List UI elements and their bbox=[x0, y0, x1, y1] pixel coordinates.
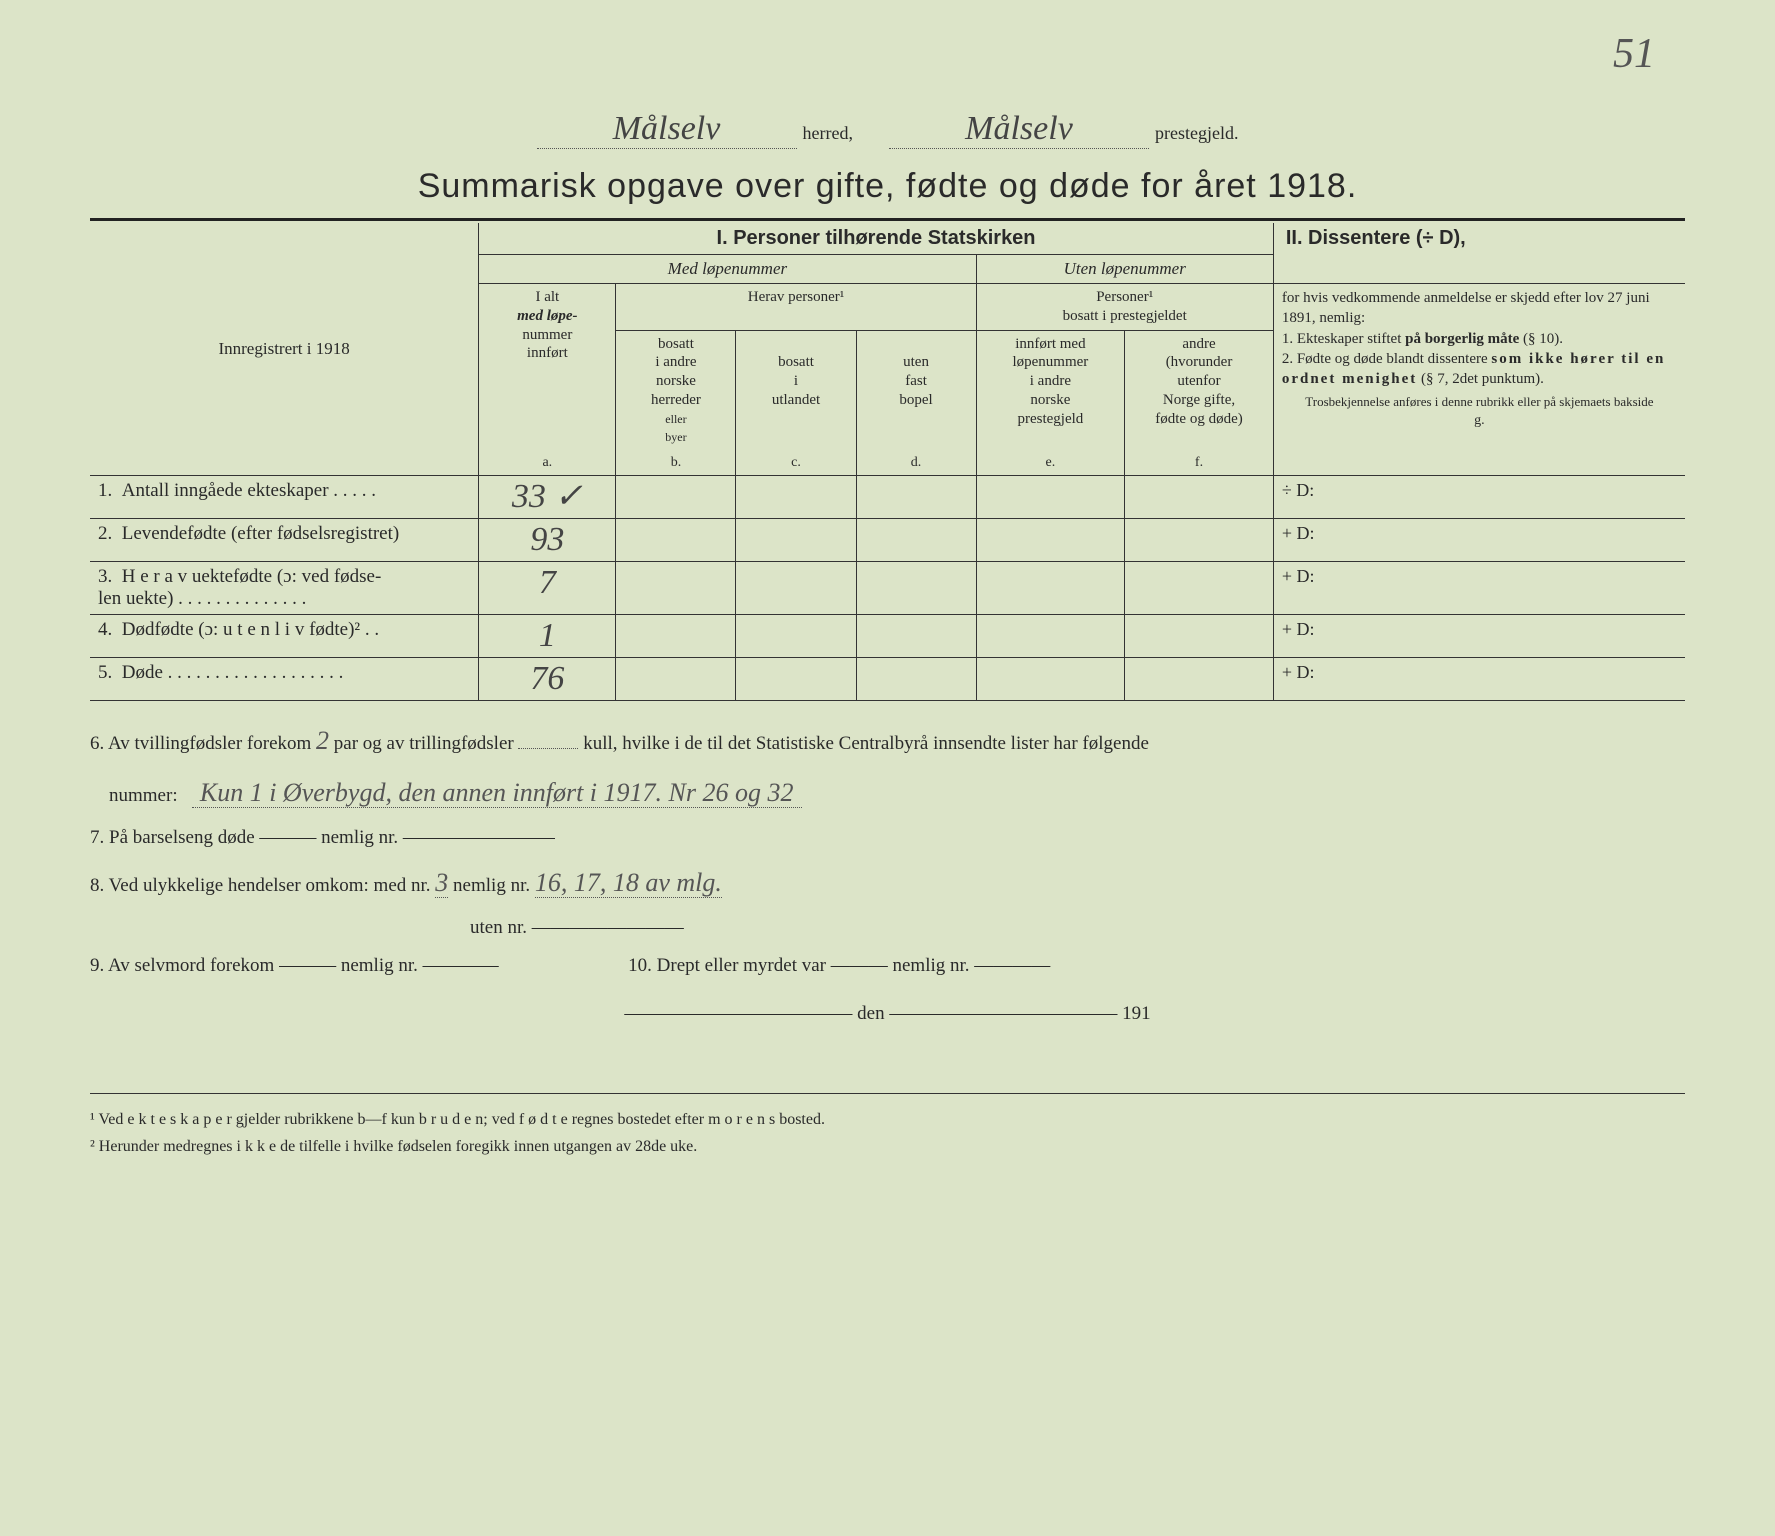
uten-lope: Uten løpenummer bbox=[976, 255, 1273, 284]
letter-e: e. bbox=[976, 451, 1125, 476]
letter-f: f. bbox=[1125, 451, 1274, 476]
personer-bosatt: Personer¹ bosatt i prestegjeldet bbox=[976, 284, 1273, 331]
val-a: 7 bbox=[479, 562, 616, 615]
notes-block: 6. Av tvillingfødsler forekom 2 par og a… bbox=[90, 715, 1685, 1033]
table-row: 4. Dødfødte (ɔ: u t e n l i v fødte)² . … bbox=[90, 615, 1685, 658]
table-row: 1. Antall inngåede ekteskaper . . . . . … bbox=[90, 476, 1685, 519]
table-row: 5. Døde . . . . . . . . . . . . . . . . … bbox=[90, 658, 1685, 701]
med-lope: Med løpenummer bbox=[479, 255, 976, 284]
line-9-10: 9. Av selvmord forekom ——— nemlig nr. ——… bbox=[90, 947, 1685, 985]
footnote-2: ² Herunder medregnes i k k e de tilfelle… bbox=[90, 1133, 1685, 1160]
letter-d: d. bbox=[856, 451, 976, 476]
line-7: 7. På barselseng døde ——— nemlig nr. ———… bbox=[90, 819, 1685, 857]
herav-head: Herav personer¹ bbox=[616, 284, 976, 331]
diss-d: + D: bbox=[1273, 615, 1685, 658]
main-table: Innregistrert i 1918 I. Personer tilhøre… bbox=[90, 223, 1685, 701]
col-b-head: bosatti andrenorskeherrederellerbyer bbox=[616, 330, 736, 451]
herred-value: Målselv bbox=[537, 110, 797, 149]
prestegjeld-label: prestegjeld. bbox=[1155, 123, 1238, 143]
page-title: Summarisk opgave over gifte, fødte og dø… bbox=[90, 167, 1685, 206]
diss-d: + D: bbox=[1273, 519, 1685, 562]
letter-a: a. bbox=[479, 451, 616, 476]
footnotes: ¹ Ved e k t e s k a p e r gjelder rubrik… bbox=[90, 1093, 1685, 1160]
col-c-head: bosattiutlandet bbox=[736, 330, 856, 451]
dissenter-text: for hvis vedkommende anmeldelse er skjed… bbox=[1273, 284, 1685, 476]
val-a: 93 bbox=[479, 519, 616, 562]
rule bbox=[90, 218, 1685, 221]
diss-d: + D: bbox=[1273, 562, 1685, 615]
line-6: 6. Av tvillingfødsler forekom 2 par og a… bbox=[90, 715, 1685, 819]
val-a: 33 ✓ bbox=[479, 476, 616, 519]
innreg-label: Innregistrert i 1918 bbox=[90, 223, 479, 476]
table-row: 2. Levendefødte (efter fødselsregistret)… bbox=[90, 519, 1685, 562]
footnote-1: ¹ Ved e k t e s k a p e r gjelder rubrik… bbox=[90, 1106, 1685, 1133]
section2-title: II. Dissentere (÷ D), bbox=[1273, 223, 1685, 284]
val-a: 1 bbox=[479, 615, 616, 658]
date-line: ———————————— den ———————————— 191 bbox=[90, 995, 1685, 1033]
herred-label: herred, bbox=[803, 123, 853, 143]
table-row: 3. H e r a v uektefødte (ɔ: ved fødse- l… bbox=[90, 562, 1685, 615]
header-line: Målselv herred, Målselv prestegjeld. bbox=[90, 110, 1685, 149]
col-d-head: utenfastbopel bbox=[856, 330, 976, 451]
diss-d: + D: bbox=[1273, 658, 1685, 701]
letter-b: b. bbox=[616, 451, 736, 476]
section1-title: I. Personer tilhørende Statskirken bbox=[479, 223, 1274, 255]
diss-d: ÷ D: bbox=[1273, 476, 1685, 519]
letter-c: c. bbox=[736, 451, 856, 476]
page-number: 51 bbox=[1613, 30, 1655, 78]
prestegjeld-value: Målselv bbox=[889, 110, 1149, 149]
col-f-head: andre(hvorunderutenforNorge gifte,fødte … bbox=[1125, 330, 1274, 451]
col-a-head: I alt med løpe- nummer innført bbox=[479, 284, 616, 452]
col-e-head: innført medløpenummeri andrenorskepreste… bbox=[976, 330, 1125, 451]
line-8: 8. Ved ulykkelige hendelser omkom: med n… bbox=[90, 857, 1685, 947]
val-a: 76 bbox=[479, 658, 616, 701]
